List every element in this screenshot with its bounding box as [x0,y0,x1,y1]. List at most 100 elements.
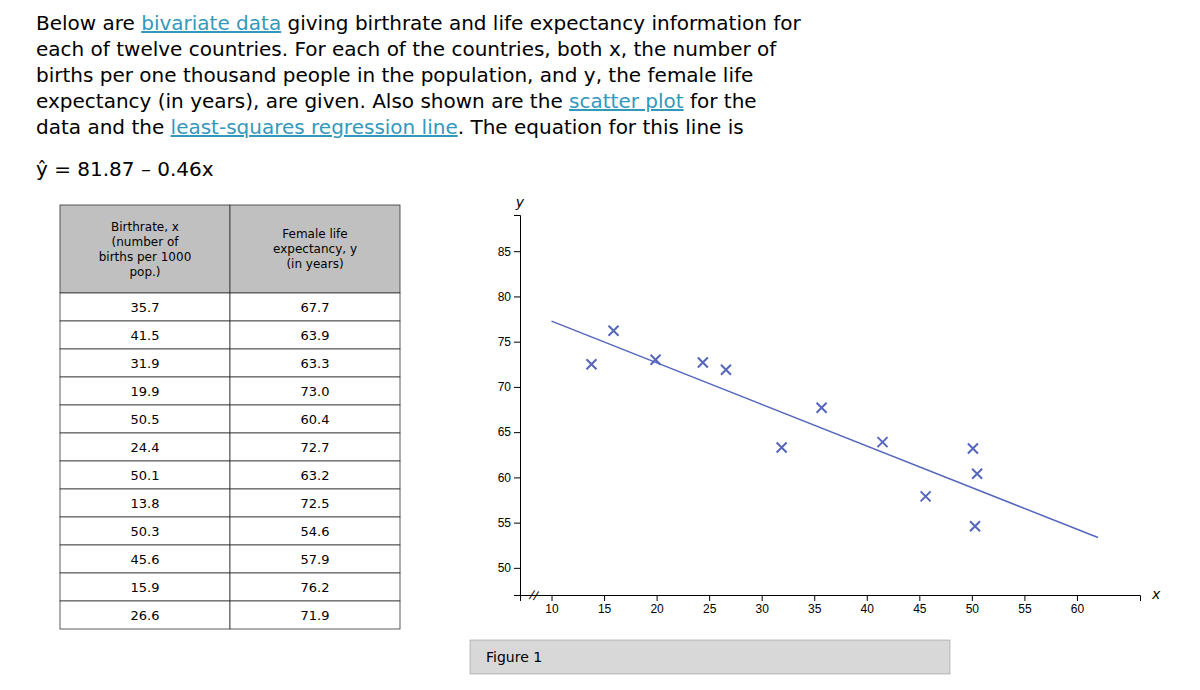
tick: 85 [498,245,520,259]
point [721,365,731,375]
tick-label: 50 [498,561,512,575]
table-cell [230,293,400,321]
tick-mark [514,477,520,478]
tick: 15 [598,595,612,616]
tick-mark [1077,595,1078,601]
table-cell [60,349,230,377]
table-value: 72.5 [301,496,330,511]
tick: 55 [1018,595,1032,616]
point [970,521,980,531]
tick-mark [514,432,520,433]
table-header-line: pop.) [129,265,160,279]
table-value: 73.0 [301,384,330,399]
tick-label: 15 [598,602,612,616]
tick-label: 60 [1071,602,1085,616]
table-cell [60,517,230,545]
point [586,359,596,369]
caption: Figure 1 [486,649,542,665]
table-cell [230,377,400,405]
table-cell [230,321,400,349]
table-cell [60,601,230,629]
y-axis-label: y [515,194,525,210]
tick-mark [514,342,520,343]
tick-label: 60 [498,471,512,485]
table-cell [230,517,400,545]
point [609,326,619,336]
table-value: 15.9 [131,580,160,595]
table-value: 72.7 [301,440,330,455]
tick: 65 [498,425,520,439]
caption-box [470,640,950,674]
table-cell [230,601,400,629]
figure: Below are bivariate data giving birthrat… [0,0,1200,690]
table-header: Birthrate, x(number ofbirths per 1000pop… [99,220,192,279]
tick: 50 [966,595,980,616]
tick-label: 55 [498,516,512,530]
table-header-cell [60,205,230,293]
tick-label: 85 [498,245,512,259]
table-header-line: births per 1000 [99,250,192,264]
table-cell [60,377,230,405]
text-segment: births per one thousand people in the po… [36,63,753,87]
table-value: 63.2 [301,468,330,483]
tick-label: 40 [861,602,875,616]
table-cell [230,573,400,601]
table-value: 60.4 [301,412,330,427]
point [878,437,888,447]
table-header-line: (in years) [286,257,343,271]
point [968,443,978,453]
link-text: bivariate data [141,11,281,35]
table-cell [60,293,230,321]
table-cell [230,489,400,517]
tick-label: 30 [756,602,770,616]
table-cell [60,321,230,349]
table-value: 63.3 [301,356,330,371]
tick: 75 [498,335,520,349]
tick: 10 [545,595,559,616]
table-value: 26.6 [131,608,160,623]
table-header: Female lifeexpectancy, y(in years) [273,227,357,271]
tick-label: 80 [498,290,512,304]
table-value: 76.2 [301,580,330,595]
axis-break: // [528,587,540,603]
tick-label: 20 [650,602,664,616]
point [698,357,708,367]
tick: 30 [756,595,770,616]
table-value: 57.9 [301,552,330,567]
tick: 20 [650,595,664,616]
regression-line [552,321,1098,537]
table-value: 24.4 [131,440,160,455]
tick-label: 45 [913,602,927,616]
text-segment: Below are [36,11,141,35]
table-value: 67.7 [301,300,330,315]
paragraph: Below are bivariate data giving birthrat… [36,11,801,181]
table-cell [230,405,400,433]
table-cell [60,489,230,517]
tick-mark [657,595,658,601]
text-segment: expectancy (in years), are given. Also s… [36,89,569,113]
axis-line [514,216,521,596]
paragraph-line: each of twelve countries. For each of th… [36,37,777,61]
equation: ŷ = 81.87 – 0.46x [36,157,214,181]
table-cell [60,573,230,601]
text-segment: data and the [36,115,171,139]
tick-label: 55 [1018,602,1032,616]
link-text: scatter plot [569,89,684,113]
tick-mark [514,251,520,252]
tick-label: 50 [966,602,980,616]
table: Birthrate, x(number ofbirths per 1000pop… [60,205,400,629]
x-axis-label: x [1151,586,1161,602]
tick: 60 [498,471,520,485]
paragraph-line: births per one thousand people in the po… [36,63,753,87]
tick-label: 10 [545,602,559,616]
point [817,403,827,413]
plot-area [552,321,1098,537]
tick: 80 [498,290,520,304]
table-value: 71.9 [301,608,330,623]
tick-mark [1024,595,1025,601]
table-header-line: expectancy, y [273,242,357,256]
tick-label: 65 [498,425,512,439]
tick: 45 [913,595,927,616]
tick-mark [867,595,868,601]
table-value: 63.9 [301,328,330,343]
